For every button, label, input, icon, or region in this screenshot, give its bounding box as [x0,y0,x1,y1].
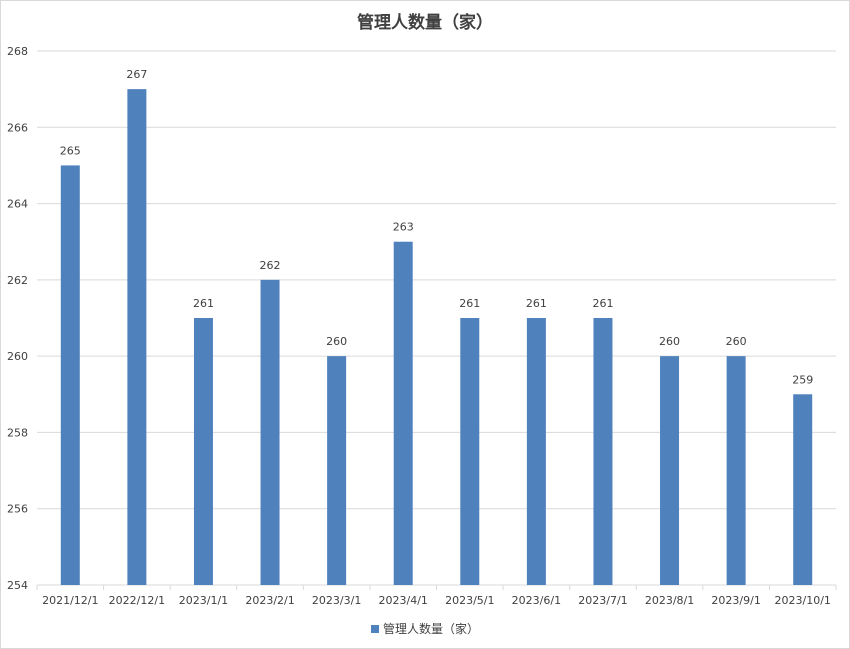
bar [260,279,280,585]
y-tick-label: 254 [7,579,28,592]
bar [193,318,213,585]
bar [327,356,347,585]
y-tick-label: 266 [7,121,28,134]
bar [660,356,680,585]
data-label: 261 [193,297,214,310]
data-label: 261 [459,297,480,310]
x-tick-label: 2021/12/1 [42,594,98,607]
chart-title: 管理人数量（家） [357,13,493,33]
x-tick-label: 2023/6/1 [512,594,561,607]
data-label: 267 [126,68,147,81]
bar [393,241,413,585]
data-label: 261 [592,297,613,310]
data-label: 260 [726,335,747,348]
x-tick-label: 2023/10/1 [775,594,831,607]
bar [60,165,80,585]
y-tick-label: 258 [7,426,28,439]
data-label: 259 [792,373,813,386]
y-tick-label: 256 [7,503,28,516]
data-label: 260 [659,335,680,348]
x-tick-label: 2023/1/1 [179,594,228,607]
data-label: 262 [260,259,281,272]
legend-swatch [370,625,379,633]
bar [726,356,746,585]
data-label: 261 [526,297,547,310]
bar [460,318,480,585]
legend-label: 管理人数量（家） [382,622,479,636]
y-tick-label: 262 [7,274,28,287]
data-label: 265 [60,144,81,157]
y-tick-label: 264 [7,198,28,211]
x-tick-label: 2023/9/1 [711,594,760,607]
data-label: 263 [393,221,414,234]
y-tick-label: 268 [7,45,28,58]
x-tick-label: 2023/7/1 [578,594,627,607]
x-tick-label: 2023/4/1 [379,594,428,607]
x-tick-label: 2023/2/1 [245,594,294,607]
legend: 管理人数量（家） [0,620,850,637]
x-tick-label: 2023/3/1 [312,594,361,607]
x-tick-label: 2022/12/1 [109,594,165,607]
bar [127,89,147,586]
x-tick-label: 2023/5/1 [445,594,494,607]
data-label: 260 [326,335,347,348]
bar [526,318,546,585]
bar [793,394,813,585]
y-tick-label: 260 [7,350,28,363]
bar [593,318,613,585]
x-tick-label: 2023/8/1 [645,594,694,607]
